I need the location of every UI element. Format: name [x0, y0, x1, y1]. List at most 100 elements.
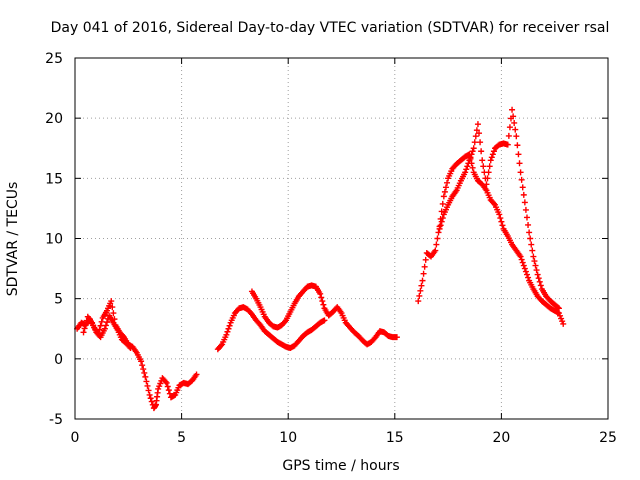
data-point [529, 247, 536, 254]
data-point [126, 343, 133, 350]
data-point [534, 271, 541, 278]
data-point [224, 328, 231, 335]
data-point [525, 274, 532, 281]
data-point [97, 322, 104, 329]
x-tick-label: 10 [279, 430, 297, 446]
series-segment-a-lower [80, 312, 134, 352]
data-point [164, 383, 171, 390]
data-point [141, 369, 148, 376]
x-tick-label: 5 [177, 430, 186, 446]
data-point [557, 312, 564, 319]
data-point [108, 298, 115, 305]
data-point [144, 382, 151, 389]
plot-frame [74, 57, 609, 420]
data-point [517, 253, 524, 260]
data-point [473, 127, 480, 134]
data-point [226, 322, 233, 329]
data-point [80, 329, 87, 336]
data-point [525, 221, 532, 228]
data-point [469, 148, 476, 155]
data-point [138, 358, 145, 365]
data-point [437, 222, 444, 229]
series-segment-c-upper [436, 106, 562, 312]
data-point [521, 265, 528, 272]
data-point [416, 292, 423, 299]
y-tick-label: 25 [45, 51, 63, 67]
x-axis-label: GPS time / hours [282, 458, 399, 474]
data-point [536, 278, 543, 285]
data-point [484, 175, 491, 182]
data-point [512, 126, 519, 133]
chart-title: Day 041 of 2016, Sidereal Day-to-day VTE… [51, 20, 610, 36]
data-point [522, 268, 529, 275]
data-point [420, 270, 427, 277]
data-point [523, 214, 530, 221]
series-marks [74, 106, 567, 412]
data-point [421, 263, 428, 270]
data-point [513, 133, 520, 140]
data-point [498, 218, 505, 225]
data-point [518, 256, 525, 263]
data-point [554, 304, 561, 311]
data-point [560, 320, 567, 327]
data-point [517, 169, 524, 176]
x-tick-label: 15 [386, 430, 404, 446]
data-point [526, 229, 533, 236]
data-point [127, 345, 134, 352]
data-point [319, 298, 326, 305]
data-point [422, 256, 429, 263]
data-point [537, 282, 544, 289]
data-point [433, 241, 440, 248]
series-segment-b-upper [248, 282, 400, 348]
data-point [533, 267, 540, 274]
x-tick-label: 20 [492, 430, 510, 446]
data-point [439, 200, 446, 207]
data-point [479, 157, 486, 164]
data-point [101, 325, 108, 332]
data-point [477, 139, 484, 146]
data-point [519, 259, 526, 266]
data-point [148, 398, 155, 405]
data-point [469, 164, 476, 171]
data-point [436, 225, 443, 232]
data-point [393, 334, 400, 341]
data-point [466, 157, 473, 164]
data-point [218, 342, 225, 349]
data-point [516, 160, 523, 167]
data-point [480, 163, 487, 170]
data-point [527, 235, 534, 242]
data-point [474, 121, 481, 128]
data-point [439, 215, 446, 222]
data-point [478, 148, 485, 155]
data-point [103, 319, 110, 326]
data-point [102, 322, 109, 329]
data-point [509, 106, 516, 113]
data-point [497, 215, 504, 222]
data-point [520, 262, 527, 269]
data-point [518, 176, 525, 183]
data-point [528, 241, 535, 248]
data-point [317, 290, 324, 297]
data-point [140, 366, 147, 373]
data-point [441, 188, 448, 195]
data-point [555, 305, 562, 312]
data-point [146, 391, 153, 398]
data-point [440, 193, 447, 200]
data-point [145, 387, 152, 394]
data-point [487, 157, 494, 164]
data-point [81, 325, 88, 332]
data-point [110, 310, 117, 317]
data-point [98, 318, 105, 325]
data-point [463, 166, 470, 173]
data-point [465, 160, 472, 167]
series-segment-a [74, 298, 200, 412]
data-point [464, 163, 471, 170]
series-segment-b [214, 304, 328, 353]
data-point [444, 179, 451, 186]
x-axis-ticks: 0 5 10 15 20 25 [71, 58, 617, 446]
data-point [139, 362, 146, 369]
data-point [490, 200, 497, 207]
data-point [514, 142, 521, 149]
data-point [535, 275, 542, 282]
